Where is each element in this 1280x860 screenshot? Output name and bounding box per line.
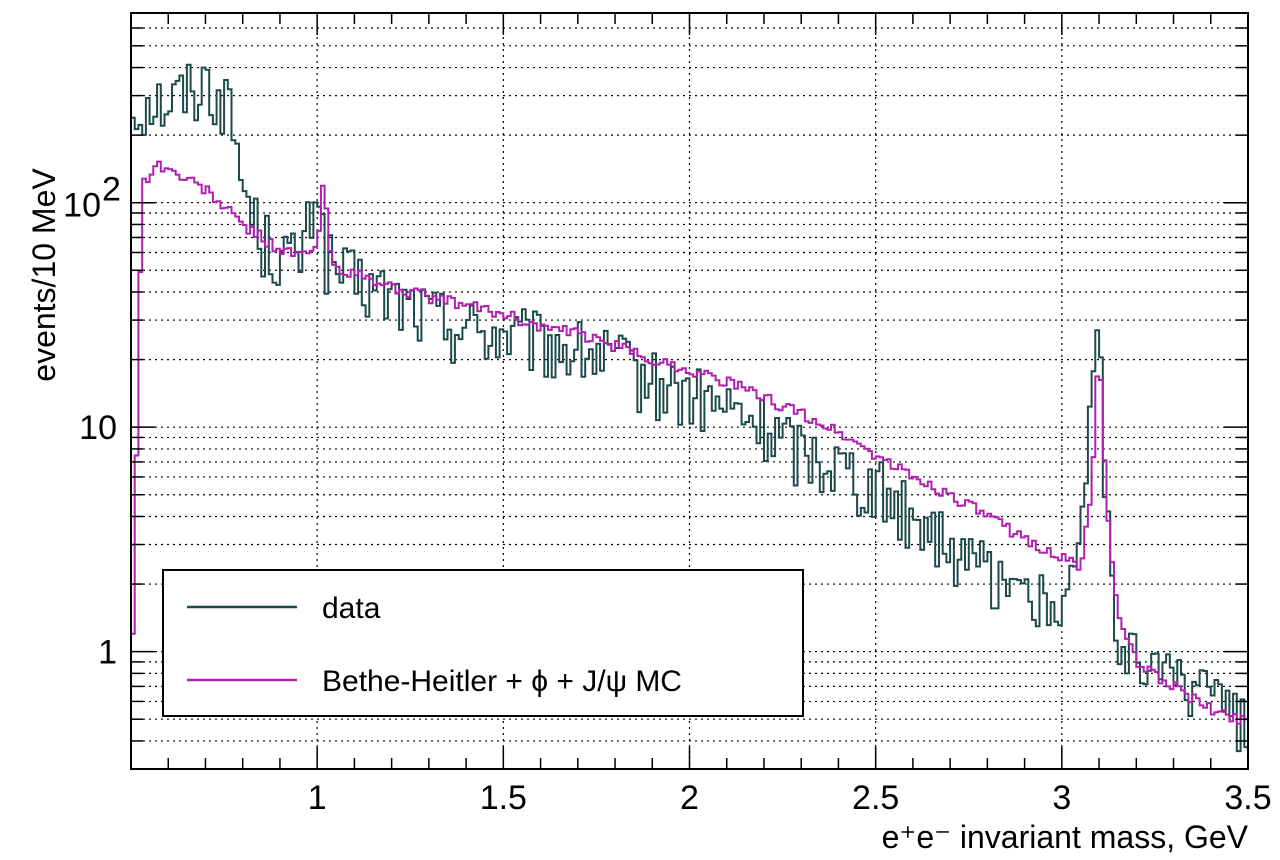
legend-box [162, 569, 804, 717]
x-tick-label: 1 [308, 779, 327, 817]
legend-label-data: data [322, 592, 381, 625]
y-axis-title: events/10 MeV [26, 168, 62, 382]
legend-label-mc: Bethe-Heitler + ϕ + J/ψ MC [322, 665, 682, 698]
y-tick-label: 1 [98, 634, 117, 672]
y-tick-label: 10 [63, 187, 101, 225]
y-tick-label: 10 [79, 409, 117, 447]
series-layer [131, 63, 1248, 753]
x-tick-label: 2 [680, 779, 699, 817]
x-tick-label: 3.5 [1224, 779, 1271, 817]
legend: data Bethe-Heitler + ϕ + J/ψ MC [162, 569, 804, 717]
series-mc-histogram [131, 160, 1248, 725]
x-tick-label: 2.5 [852, 779, 899, 817]
x-axis-title: e⁺e⁻ invariant mass, GeV [882, 819, 1249, 855]
series-data-histogram [131, 63, 1248, 753]
x-tick-label: 3 [1052, 779, 1071, 817]
axis-ticks [131, 12, 1248, 770]
y-tick-label-exponent: 2 [102, 171, 121, 209]
x-tick-label: 1.5 [480, 779, 527, 817]
